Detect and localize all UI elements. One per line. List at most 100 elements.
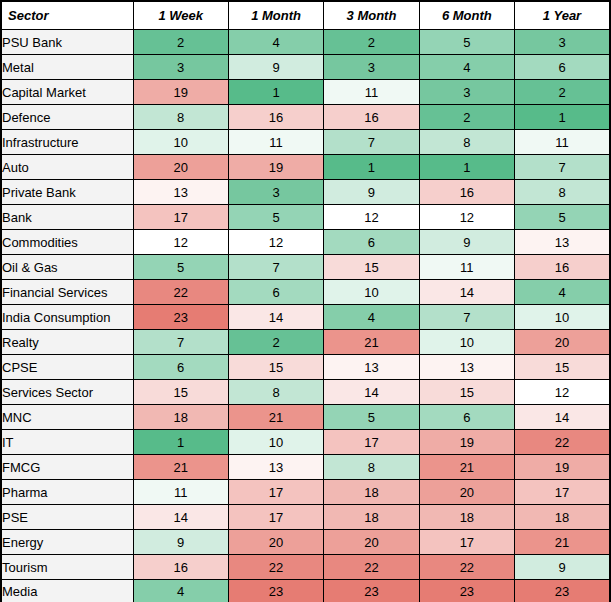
heatmap-cell: 14: [228, 305, 323, 330]
heatmap-cell: 4: [324, 305, 419, 330]
heatmap-cell: 17: [133, 205, 228, 230]
heatmap-cell: 16: [515, 255, 610, 280]
heatmap-cell: 8: [133, 105, 228, 130]
heatmap-cell: 11: [419, 255, 514, 280]
sector-rank-table: Sector 1 Week 1 Month 3 Month 6 Month 1 …: [0, 0, 611, 602]
table-row: Services Sector158141512: [1, 380, 610, 405]
heatmap-cell: 5: [419, 30, 514, 55]
column-header-1-week: 1 Week: [133, 1, 228, 30]
heatmap-cell: 1: [133, 430, 228, 455]
heatmap-cell: 17: [324, 430, 419, 455]
heatmap-cell: 22: [515, 430, 610, 455]
table-row: MNC18215614: [1, 405, 610, 430]
heatmap-cell: 3: [324, 55, 419, 80]
heatmap-cell: 14: [419, 280, 514, 305]
heatmap-cell: 23: [419, 580, 514, 602]
sector-label: Defence: [1, 105, 133, 130]
heatmap-cell: 22: [228, 555, 323, 580]
heatmap-cell: 19: [133, 80, 228, 105]
heatmap-cell: 7: [419, 305, 514, 330]
heatmap-cell: 12: [228, 230, 323, 255]
heatmap-cell: 21: [324, 330, 419, 355]
heatmap-cell: 5: [228, 205, 323, 230]
heatmap-cell: 8: [515, 180, 610, 205]
table-row: India Consumption23144710: [1, 305, 610, 330]
heatmap-cell: 5: [133, 255, 228, 280]
heatmap-cell: 20: [133, 155, 228, 180]
heatmap-cell: 2: [515, 80, 610, 105]
heatmap-cell: 21: [228, 405, 323, 430]
table-row: Oil & Gas57151116: [1, 255, 610, 280]
sector-label: MNC: [1, 405, 133, 430]
sector-label: India Consumption: [1, 305, 133, 330]
heatmap-cell: 12: [419, 205, 514, 230]
heatmap-cell: 5: [324, 405, 419, 430]
heatmap-cell: 16: [133, 555, 228, 580]
heatmap-cell: 17: [419, 530, 514, 555]
column-header-3-month: 3 Month: [324, 1, 419, 30]
table-row: PSE1417181818: [1, 505, 610, 530]
heatmap-cell: 14: [515, 405, 610, 430]
heatmap-cell: 19: [515, 455, 610, 480]
heatmap-cell: 20: [228, 530, 323, 555]
heatmap-cell: 3: [419, 80, 514, 105]
heatmap-cell: 8: [228, 380, 323, 405]
heatmap-cell: 12: [324, 205, 419, 230]
heatmap-cell: 23: [228, 580, 323, 602]
heatmap-cell: 17: [515, 480, 610, 505]
sector-rank-heatmap: Sector 1 Week 1 Month 3 Month 6 Month 1 …: [0, 0, 611, 602]
heatmap-cell: 16: [419, 180, 514, 205]
heatmap-cell: 4: [228, 30, 323, 55]
heatmap-cell: 15: [228, 355, 323, 380]
heatmap-cell: 22: [133, 280, 228, 305]
heatmap-cell: 22: [324, 555, 419, 580]
heatmap-cell: 5: [515, 205, 610, 230]
heatmap-cell: 9: [419, 230, 514, 255]
heatmap-cell: 8: [324, 455, 419, 480]
heatmap-cell: 16: [228, 105, 323, 130]
heatmap-cell: 9: [228, 55, 323, 80]
heatmap-cell: 15: [324, 255, 419, 280]
heatmap-cell: 11: [133, 480, 228, 505]
header-row: Sector 1 Week 1 Month 3 Month 6 Month 1 …: [1, 1, 610, 30]
heatmap-cell: 13: [133, 180, 228, 205]
heatmap-cell: 18: [133, 405, 228, 430]
heatmap-cell: 9: [324, 180, 419, 205]
sector-label: Auto: [1, 155, 133, 180]
heatmap-cell: 2: [324, 30, 419, 55]
table-row: FMCG211382119: [1, 455, 610, 480]
heatmap-cell: 11: [228, 130, 323, 155]
heatmap-cell: 13: [419, 355, 514, 380]
heatmap-cell: 18: [324, 480, 419, 505]
sector-label: Services Sector: [1, 380, 133, 405]
sector-label: Metal: [1, 55, 133, 80]
heatmap-cell: 2: [133, 30, 228, 55]
sector-label: Media: [1, 580, 133, 602]
heatmap-cell: 3: [228, 180, 323, 205]
heatmap-cell: 17: [228, 505, 323, 530]
heatmap-cell: 10: [228, 430, 323, 455]
heatmap-cell: 18: [419, 505, 514, 530]
heatmap-cell: 15: [133, 380, 228, 405]
table-row: IT110171922: [1, 430, 610, 455]
heatmap-cell: 16: [324, 105, 419, 130]
sector-label: Private Bank: [1, 180, 133, 205]
sector-label: Bank: [1, 205, 133, 230]
sector-label: PSU Bank: [1, 30, 133, 55]
table-row: Auto2019117: [1, 155, 610, 180]
sector-label: Oil & Gas: [1, 255, 133, 280]
table-row: Metal39346: [1, 55, 610, 80]
table-row: Defence8161621: [1, 105, 610, 130]
sector-label: Capital Market: [1, 80, 133, 105]
table-row: PSU Bank24253: [1, 30, 610, 55]
heatmap-cell: 2: [228, 330, 323, 355]
heatmap-cell: 17: [228, 480, 323, 505]
heatmap-cell: 11: [515, 130, 610, 155]
table-row: Media423232323: [1, 580, 610, 602]
heatmap-cell: 10: [324, 280, 419, 305]
heatmap-cell: 3: [515, 30, 610, 55]
column-header-sector: Sector: [1, 1, 133, 30]
heatmap-cell: 6: [228, 280, 323, 305]
heatmap-cell: 13: [228, 455, 323, 480]
table-row: Bank17512125: [1, 205, 610, 230]
